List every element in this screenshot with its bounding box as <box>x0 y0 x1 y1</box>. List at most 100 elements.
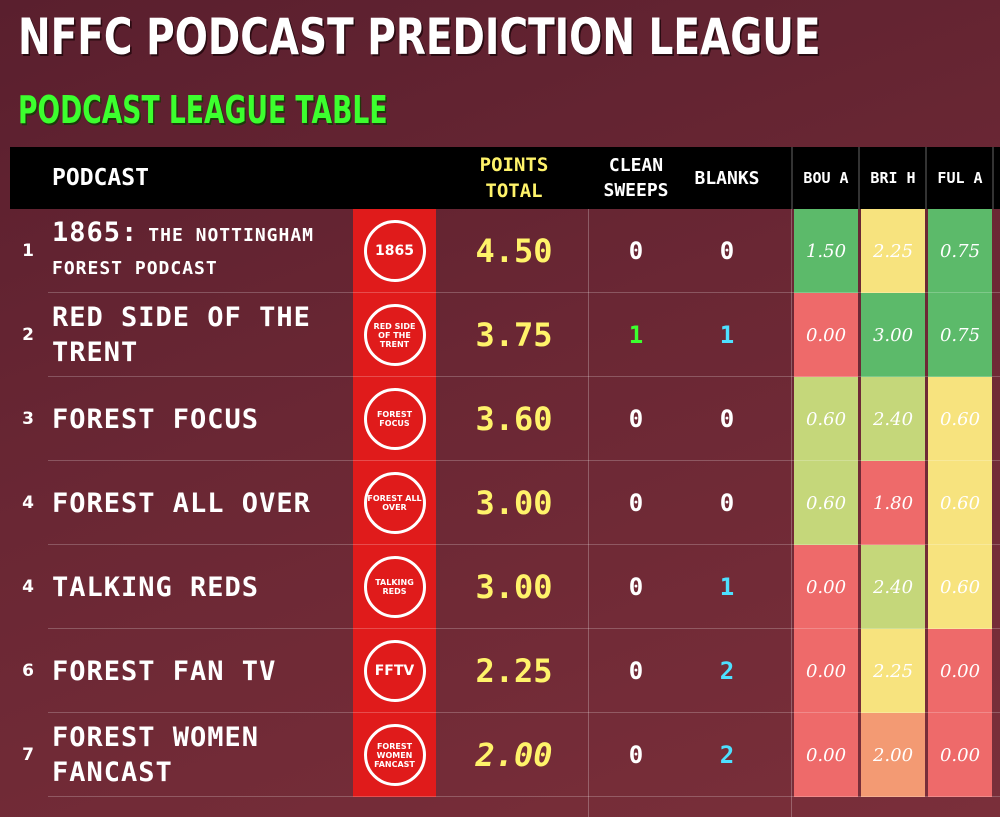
table-row: 3 FOREST FOCUS FOREST FOCUS 3.60 0 0 0.60 2.40 0… <box>10 377 1000 461</box>
table-row: 4 FOREST ALL OVER FOREST ALL OVER 3.00 0 0 0.6… <box>10 461 1000 545</box>
podcast-logo-mark: FFTV <box>363 640 426 702</box>
table-header: PODCAST POINTS TOTAL CLEAN SWEEPS BLANKS B… <box>10 147 1000 209</box>
gameweek-score: 0.60 <box>928 545 992 629</box>
gameweek-score: 0.00 <box>794 545 858 629</box>
podcast-name-part: FOREST WOMEN <box>52 722 260 753</box>
column-divider <box>588 209 589 817</box>
header-points-total: POINTS TOTAL <box>467 147 561 209</box>
page-subtitle: PODCAST LEAGUE TABLE <box>18 88 388 132</box>
podcast-logo-mark: RED SIDE OF THE TRENT <box>363 304 426 366</box>
header-blanks: BLANKS <box>694 167 760 189</box>
gameweek-score: 0.75 <box>928 209 992 293</box>
podcast-name: RED SIDE OF THE TRENT <box>52 293 352 377</box>
gameweek-score: 2.40 <box>861 377 925 461</box>
gameweek-score: 1.50 <box>794 209 858 293</box>
podcast-name: FOREST FOCUS <box>52 377 352 461</box>
clean-sweeps: 1 <box>628 321 644 349</box>
gameweek-score: 2.00 <box>861 713 925 797</box>
points-total: 2.00 <box>475 736 553 774</box>
blanks: 0 <box>719 489 735 517</box>
points-total: 3.60 <box>475 400 553 438</box>
header-points-line2: TOTAL <box>485 180 543 202</box>
gameweek-score: 0.60 <box>928 461 992 545</box>
row-divider <box>48 376 1000 377</box>
gameweek-score: 0.00 <box>794 713 858 797</box>
blanks: 1 <box>719 321 735 349</box>
blanks: 0 <box>719 237 735 265</box>
column-divider <box>791 209 792 817</box>
row-divider <box>48 292 1000 293</box>
gameweek-score: 2.25 <box>861 209 925 293</box>
gameweek-score: 0.60 <box>794 377 858 461</box>
podcast-name: FOREST WOMEN FANCAST <box>52 713 352 797</box>
clean-sweeps: 0 <box>628 237 644 265</box>
podcast-logo: FOREST WOMEN FANCAST <box>353 713 436 797</box>
podcast-name-part: TRENT <box>52 337 139 368</box>
podcast-logo: TALKING REDS <box>353 545 436 629</box>
podcast-logo: FOREST FOCUS <box>353 377 436 461</box>
clean-sweeps: 0 <box>628 489 644 517</box>
header-separator <box>925 147 927 209</box>
podcast-name-part: FOREST PODCAST <box>52 258 218 279</box>
podcast-logo: FFTV <box>353 629 436 713</box>
table-row: 4 TALKING REDS TALKING REDS 3.00 0 1 0.00 2.40 0… <box>10 545 1000 629</box>
table-row: 7 FOREST WOMEN FANCAST FOREST WOMEN FANCAST… <box>10 713 1000 797</box>
row-divider <box>48 544 1000 545</box>
rank-number: 7 <box>22 745 34 765</box>
header-clean-line2: SWEEPS <box>603 180 669 201</box>
rank-number: 4 <box>22 493 34 513</box>
row-divider <box>48 628 1000 629</box>
podcast-name: FOREST FAN TV <box>52 629 352 713</box>
table-row: 1 1865: THE NOTTINGHAM FOREST PODCAST 1865 4.… <box>10 209 1000 293</box>
podcast-logo-mark: TALKING REDS <box>363 556 426 618</box>
header-clean-line1: CLEAN <box>608 155 664 176</box>
podcast-name-part: RED SIDE OF THE <box>52 302 311 333</box>
podcast-logo: RED SIDE OF THE TRENT <box>353 293 436 377</box>
points-total: 3.75 <box>475 316 553 354</box>
podcast-name-part: FOREST FOCUS <box>52 403 260 435</box>
rank-number: 1 <box>22 241 34 261</box>
podcast-name: FOREST ALL OVER <box>52 461 352 545</box>
podcast-name-part: FANCAST <box>52 757 173 788</box>
rank-number: 6 <box>22 661 34 681</box>
gameweek-score: 2.40 <box>861 545 925 629</box>
blanks: 2 <box>719 741 735 769</box>
gameweek-score: 3.00 <box>861 293 925 377</box>
gameweek-score: 0.60 <box>928 377 992 461</box>
podcast-name-part: FOREST FAN TV <box>52 655 277 687</box>
header-separator <box>791 147 793 209</box>
podcast-name: TALKING REDS <box>52 545 352 629</box>
gameweek-score: 2.25 <box>861 629 925 713</box>
podcast-logo-mark: FOREST WOMEN FANCAST <box>363 724 426 786</box>
clean-sweeps: 0 <box>628 573 644 601</box>
podcast-name-part: TALKING REDS <box>52 571 260 603</box>
header-gameweek-1: BOU A <box>803 169 849 187</box>
blanks: 2 <box>719 657 735 685</box>
row-divider <box>48 460 1000 461</box>
rank-number: 2 <box>22 325 34 345</box>
podcast-logo-mark: FOREST ALL OVER <box>363 472 426 534</box>
podcast-name-part: 1865: <box>52 217 139 248</box>
blanks: 1 <box>719 573 735 601</box>
header-clean-sweeps: CLEAN SWEEPS <box>592 147 680 209</box>
gameweek-score: 0.75 <box>928 293 992 377</box>
row-divider <box>48 712 1000 713</box>
header-separator <box>858 147 860 209</box>
gameweek-score: 0.00 <box>794 293 858 377</box>
podcast-logo: 1865 <box>353 209 436 293</box>
rank-number: 4 <box>22 577 34 597</box>
gameweek-score: 1.80 <box>861 461 925 545</box>
rank-number: 3 <box>22 409 34 429</box>
podcast-logo-mark: FOREST FOCUS <box>363 388 426 450</box>
points-total: 2.25 <box>475 652 553 690</box>
podcast-name: 1865: THE NOTTINGHAM FOREST PODCAST <box>52 209 352 293</box>
header-separator <box>992 147 994 209</box>
gameweek-score: 0.00 <box>794 629 858 713</box>
table-row: 2 RED SIDE OF THE TRENT RED SIDE OF THE TRE… <box>10 293 1000 377</box>
podcast-name-part: THE NOTTINGHAM <box>148 225 314 246</box>
blanks: 0 <box>719 405 735 433</box>
row-divider <box>48 796 1000 797</box>
header-points-line1: POINTS <box>479 154 549 176</box>
points-total: 4.50 <box>475 232 553 270</box>
page-title: NFFC PODCAST PREDICTION LEAGUE <box>18 8 821 66</box>
